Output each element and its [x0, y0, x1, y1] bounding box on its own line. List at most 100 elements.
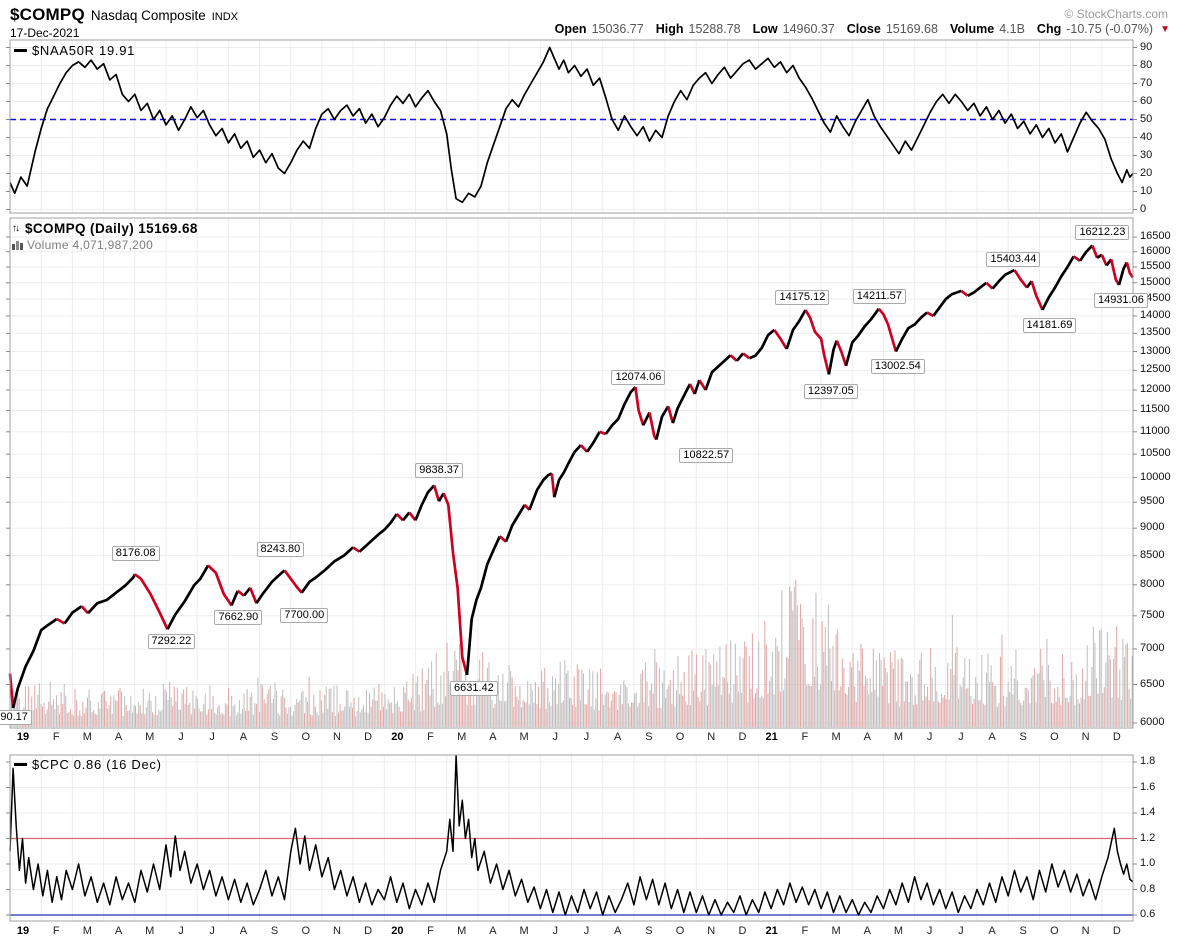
y-axis-tick-label: 1.8: [1140, 755, 1156, 767]
price-annotation: 7662.90: [214, 610, 263, 626]
x-axis-month-label: J: [209, 731, 215, 743]
line-swatch-icon: [14, 763, 27, 766]
updown-arrows-icon: ↑↓: [12, 223, 20, 234]
y-axis-tick-label: 13000: [1140, 344, 1171, 357]
cpc-legend-label: $CPC 0.86 (16 Dec): [32, 757, 162, 772]
x-axis-month-label: M: [893, 731, 904, 743]
x-axis-month-label: J: [958, 731, 964, 743]
price-annotation: 10822.57: [679, 447, 734, 463]
x-axis-month-label: J: [583, 731, 590, 743]
y-axis-tick-label: 10500: [1140, 447, 1171, 460]
x-axis-month-label: 20: [391, 731, 404, 743]
y-axis-tick-label: 6000: [1140, 716, 1165, 728]
x-axis-month-label: 21: [765, 925, 778, 937]
x-axis-month-label: M: [893, 925, 904, 937]
x-axis-month-label: 20: [391, 925, 404, 937]
x-axis-month-label: S: [270, 731, 279, 743]
x-axis-month-label: J: [926, 925, 933, 937]
x-axis-month-label: M: [457, 925, 467, 937]
x-axis-month-label: N: [1081, 731, 1090, 743]
x-axis-month-label: A: [988, 731, 996, 743]
y-axis-tick-label: 8000: [1140, 577, 1165, 590]
y-axis-tick-label: 90: [1140, 40, 1153, 53]
price-annotation: 8243.80: [256, 542, 305, 558]
y-axis-tick-label: 7000: [1140, 641, 1165, 654]
x-axis-month-label: S: [645, 925, 653, 937]
x-axis-month-label: N: [1081, 925, 1090, 937]
x-axis-month-label: J: [583, 925, 590, 937]
y-axis-tick-label: 0: [1140, 202, 1147, 215]
volume-label: Volume: [949, 22, 995, 36]
chart-header: $COMPQ Nasdaq Composite INDX: [10, 5, 238, 25]
symbol: $COMPQ: [10, 5, 85, 24]
x-axis-month-label: M: [82, 731, 92, 743]
low-value: 14960.37: [782, 22, 835, 36]
price-annotation: 12397.05: [803, 384, 858, 400]
x-axis-month-label: O: [1050, 925, 1059, 937]
x-axis-month-label: D: [738, 925, 747, 937]
x-axis-month-label: M: [831, 925, 841, 937]
naa50r-legend: $NAA50R 19.91: [14, 43, 135, 58]
x-axis-month-label: N: [332, 925, 341, 937]
high-value: 15288.78: [688, 22, 741, 36]
x-axis-month-label: J: [552, 925, 559, 937]
price-annotation: 16212.23: [1075, 225, 1130, 241]
x-axis-month-label: F: [801, 731, 809, 743]
x-axis-month-label: N: [707, 731, 716, 743]
chg-value: -10.75 (-0.07%): [1066, 22, 1154, 36]
x-axis-month-label: M: [831, 731, 841, 743]
y-axis-tick-label: 11500: [1140, 403, 1170, 416]
price-annotation: 7700.00: [280, 608, 329, 624]
x-axis-month-label: M: [457, 731, 467, 743]
open-label: Open: [554, 22, 587, 36]
x-axis-month-label: A: [614, 731, 622, 743]
volume-legend: Volume 4,071,987,200: [12, 238, 153, 252]
y-axis-tick-label: 16000: [1140, 244, 1171, 257]
x-axis-month-label: J: [178, 731, 184, 743]
x-axis-month-label: A: [489, 925, 497, 937]
y-axis-tick-label: 80: [1140, 58, 1153, 71]
x-axis-month-label: N: [332, 731, 341, 743]
volume-bars-icon: [12, 241, 23, 250]
close-value: 15169.68: [885, 22, 938, 36]
x-axis-month-label: O: [301, 925, 311, 937]
y-axis-tick-label: 1.4: [1140, 806, 1156, 818]
x-axis-month-label: O: [1050, 731, 1059, 743]
y-axis-tick-label: 9000: [1140, 521, 1165, 534]
y-axis-tick-label: 1.6: [1140, 780, 1156, 793]
y-axis-tick-label: 30: [1140, 148, 1153, 161]
x-axis-month-label: D: [364, 731, 373, 743]
x-axis-month-label: A: [489, 731, 497, 743]
price-annotation: 13002.54: [870, 359, 925, 375]
x-axis-month-label: A: [614, 925, 622, 937]
x-axis-month-label: F: [427, 925, 434, 937]
price-annotation: 9838.37: [415, 463, 463, 479]
x-axis-month-label: A: [239, 731, 248, 743]
y-axis-tick-label: 8500: [1140, 548, 1165, 561]
chart-date: 17-Dec-2021: [10, 26, 80, 40]
y-axis-tick-label: 11000: [1140, 424, 1170, 437]
x-axis-month-label: A: [114, 731, 123, 743]
y-axis-tick-label: 1.2: [1140, 831, 1156, 844]
chg-down-arrow-icon[interactable]: ▼: [1160, 23, 1170, 35]
price-annotation: 15403.44: [986, 252, 1041, 268]
x-axis-month-label: A: [239, 925, 248, 937]
stockcharts-branding: © StockCharts.com: [1064, 7, 1168, 21]
x-axis-month-label: O: [675, 731, 685, 743]
x-axis-month-label: D: [1112, 731, 1121, 743]
naa50r-legend-label: $NAA50R 19.91: [32, 43, 136, 58]
y-axis-tick-label: 10: [1140, 184, 1153, 197]
x-axis-month-label: O: [675, 925, 685, 937]
price-annotation: 14175.12: [775, 289, 830, 305]
y-axis-tick-label: 7500: [1140, 608, 1165, 621]
price-annotation: 8176.08: [111, 546, 160, 562]
x-axis-month-label: N: [707, 925, 716, 937]
x-axis-month-label: D: [364, 925, 373, 937]
y-axis-tick-label: 15500: [1140, 260, 1171, 273]
low-label: Low: [752, 22, 778, 36]
y-axis-tick-label: 9500: [1140, 495, 1165, 508]
x-axis-month-label: F: [52, 731, 60, 743]
x-axis-month-label: 19: [16, 925, 30, 937]
